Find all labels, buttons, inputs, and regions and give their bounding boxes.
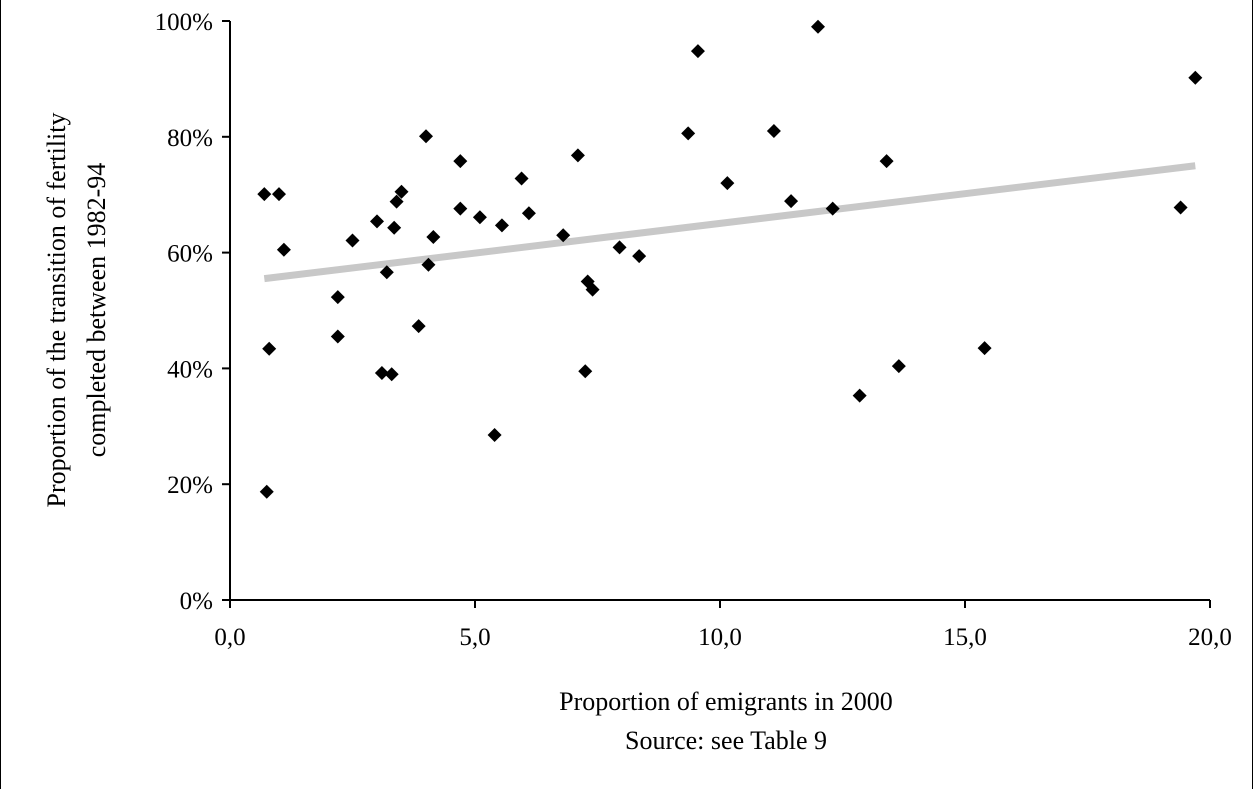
data-point bbox=[514, 171, 529, 186]
data-point bbox=[825, 201, 840, 216]
data-point bbox=[585, 282, 600, 297]
y-tick-label: 20% bbox=[167, 472, 213, 499]
data-point bbox=[766, 124, 781, 139]
x-tick-label: 10,0 bbox=[698, 624, 742, 651]
data-point bbox=[370, 214, 384, 229]
data-point bbox=[387, 220, 402, 235]
x-tick-label: 20,0 bbox=[1188, 624, 1232, 651]
data-points bbox=[257, 19, 1203, 499]
data-point bbox=[389, 194, 404, 209]
data-point bbox=[570, 148, 585, 163]
y-tick-label: 60% bbox=[167, 241, 213, 268]
data-point bbox=[784, 194, 799, 209]
x-tick-label: 15,0 bbox=[943, 624, 987, 651]
data-point bbox=[681, 126, 696, 141]
x-tick-label: 0,0 bbox=[214, 624, 245, 651]
data-point bbox=[487, 427, 502, 442]
y-tick-label: 80% bbox=[167, 125, 213, 152]
data-point bbox=[690, 44, 705, 59]
data-point bbox=[720, 176, 735, 191]
data-point bbox=[556, 228, 571, 243]
data-point bbox=[276, 242, 291, 257]
y-axis-title-line-2: completed between 1982-94 bbox=[82, 163, 111, 458]
data-point bbox=[494, 218, 509, 233]
data-point bbox=[330, 290, 345, 305]
trendline-layer bbox=[263, 162, 1196, 283]
data-point bbox=[426, 229, 441, 244]
data-point bbox=[259, 484, 274, 499]
data-point bbox=[330, 329, 345, 344]
y-tick-label: 0% bbox=[180, 588, 213, 615]
y-ticks: 0% 20% 40% 60% 80% 100% bbox=[155, 9, 230, 615]
data-point bbox=[384, 367, 399, 382]
data-point bbox=[1188, 70, 1203, 85]
data-point bbox=[345, 233, 360, 248]
data-point bbox=[811, 19, 825, 34]
data-point bbox=[272, 187, 286, 202]
data-point bbox=[374, 366, 389, 381]
y-axis-title-line-1: Proportion of the transition of fertilit… bbox=[42, 113, 71, 508]
data-point bbox=[419, 129, 433, 144]
axes bbox=[229, 21, 1210, 601]
data-point bbox=[1173, 200, 1188, 215]
data-point bbox=[421, 257, 436, 272]
data-point bbox=[521, 206, 536, 221]
data-point bbox=[262, 341, 277, 356]
data-point bbox=[977, 341, 992, 356]
x-axis-title: Proportion of emigrants in 2000 bbox=[559, 687, 893, 716]
y-tick-label: 100% bbox=[155, 9, 213, 36]
x-tick-label: 5,0 bbox=[459, 624, 490, 651]
data-point bbox=[379, 265, 394, 280]
y-tick-label: 40% bbox=[167, 356, 213, 383]
data-point bbox=[632, 249, 647, 264]
x-ticks: 0,0 5,0 10,0 15,0 20,0 bbox=[214, 600, 1232, 651]
data-point bbox=[852, 388, 867, 403]
data-point bbox=[578, 364, 593, 379]
y-axis-title: Proportion of the transition of fertilit… bbox=[42, 113, 111, 508]
data-point bbox=[472, 210, 487, 225]
data-point bbox=[612, 240, 627, 255]
data-point bbox=[891, 359, 906, 374]
source-note: Source: see Table 9 bbox=[625, 726, 827, 755]
data-point bbox=[394, 184, 409, 199]
data-point bbox=[453, 201, 468, 216]
trendline bbox=[263, 162, 1196, 283]
data-point bbox=[411, 319, 426, 334]
data-point bbox=[879, 154, 894, 169]
data-point bbox=[453, 154, 468, 169]
data-point bbox=[257, 187, 272, 202]
